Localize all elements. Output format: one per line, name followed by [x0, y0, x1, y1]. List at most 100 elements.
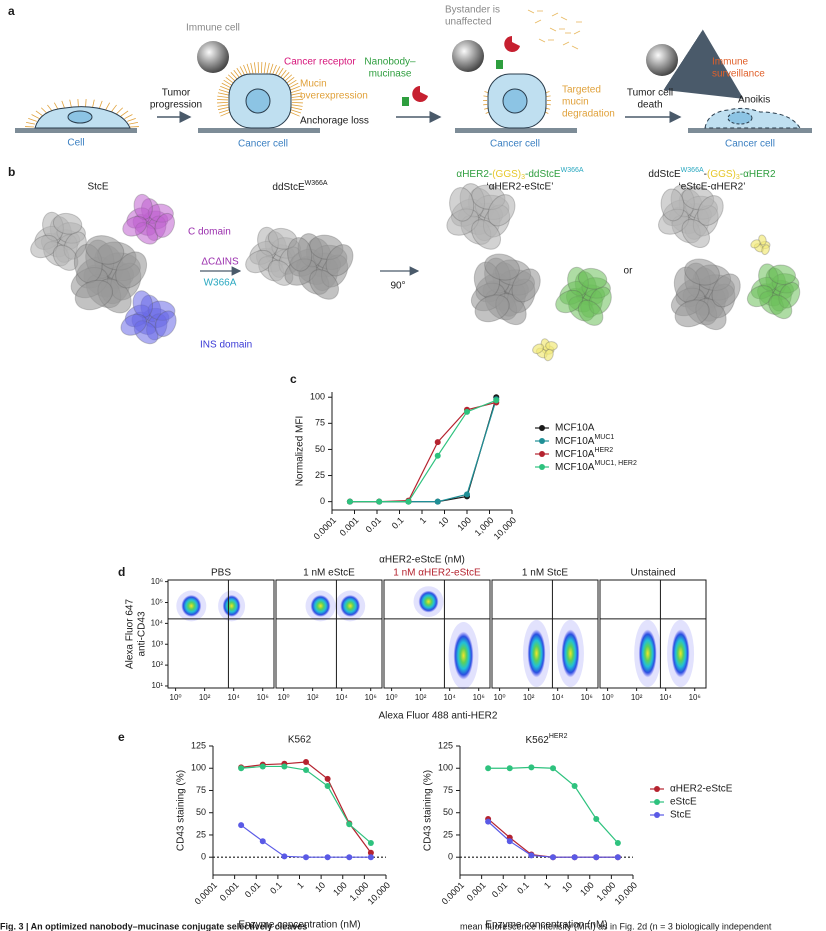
legend-label: MCF10AMUC1 [555, 434, 614, 447]
data-point [303, 767, 310, 774]
y-tick-label: 100 [191, 763, 206, 773]
mucin [253, 62, 257, 74]
structure-blob [681, 218, 710, 248]
data-point [405, 498, 412, 505]
data-point [593, 815, 600, 822]
x-tick-label: 0.1 [268, 880, 284, 896]
x-tick-label: 10⁴ [227, 693, 240, 702]
data-point [367, 849, 374, 856]
data-point [281, 763, 288, 770]
x-tick-label: 0.1 [390, 515, 406, 531]
data-point [259, 763, 266, 770]
structure-blob [487, 194, 516, 227]
mucin-fragment [573, 30, 581, 35]
data-point [346, 821, 353, 828]
y-tick-label: 50 [443, 807, 453, 817]
x-tick-label: 10⁰ [494, 693, 506, 702]
mucin [546, 95, 551, 97]
data-point [281, 853, 288, 860]
data-point [376, 498, 383, 505]
mucin-fragment [534, 19, 542, 24]
mucin [26, 121, 35, 125]
label: mucin [562, 97, 589, 108]
mucin-fragment [562, 41, 570, 46]
label-part: αHER2- [456, 169, 492, 180]
label: Targeted [562, 85, 601, 96]
label-part: ddStcE [272, 182, 305, 193]
y-tick-label: 75 [196, 785, 206, 795]
label: StcE [87, 182, 108, 193]
x-tick-label: 0.0001 [440, 880, 467, 907]
data-point [550, 854, 557, 861]
data-point [367, 839, 374, 846]
data-point [464, 491, 470, 498]
structure-blob [484, 253, 520, 281]
data-point [324, 775, 331, 782]
panel-label: b [8, 165, 15, 179]
x-axis-label: Enzyme concentration (nM) [485, 920, 607, 931]
cell-population [418, 590, 439, 613]
data-point [614, 839, 621, 846]
panel-label: e [118, 730, 125, 744]
cell-population [638, 629, 657, 678]
data-point [434, 498, 441, 505]
series-line [349, 401, 497, 503]
label: Cell [67, 138, 84, 149]
label: unaffected [445, 17, 492, 28]
x-tick-label: 10² [199, 693, 211, 702]
nanobody [496, 60, 503, 69]
data-point [506, 765, 513, 772]
mucin [291, 104, 303, 107]
label: ΔCΔINS [201, 257, 239, 268]
legend-marker [654, 786, 660, 792]
mucin [217, 106, 229, 111]
legend-marker [654, 812, 660, 818]
label: Cancer cell [490, 139, 540, 150]
mucin [220, 111, 231, 117]
mucinase [412, 86, 428, 102]
data-point [571, 783, 578, 790]
immune-cell [452, 40, 484, 72]
mucin [217, 104, 229, 107]
x-tick-label: 10⁰ [386, 693, 398, 702]
mucin [98, 100, 103, 110]
label-part: (GGS) [707, 169, 736, 180]
data-point [367, 854, 374, 861]
x-axis-label: Alexa Fluor 488 anti-HER2 [379, 711, 498, 722]
label: C domain [188, 227, 231, 238]
substrate [455, 128, 577, 133]
mucin [220, 85, 231, 91]
superscript: MUC1, HER2 [594, 460, 637, 467]
structure-blob [532, 343, 545, 355]
data-point [303, 759, 310, 766]
x-tick-label: 0.0001 [312, 515, 339, 542]
structure-blob [309, 269, 340, 300]
cell-population [181, 594, 202, 617]
nucleus [727, 111, 753, 125]
immune-cell [646, 44, 678, 76]
y-tick-label: 25 [443, 829, 453, 839]
mucin [127, 117, 136, 122]
cell-population [340, 594, 361, 617]
structure-blob [697, 195, 724, 226]
y-axis-label: Alexa Fluor 647 [125, 599, 136, 669]
structure-blob [674, 299, 710, 328]
x-tick-label: 0.001 [338, 515, 361, 538]
label-part: K562 [525, 735, 549, 746]
label: or [624, 266, 634, 277]
mucin [484, 107, 489, 110]
structure-blob [711, 273, 741, 308]
cell-population [222, 594, 241, 617]
cell-population [527, 629, 546, 678]
label: Nanobody– [364, 57, 416, 68]
legend-marker [539, 464, 545, 470]
y-tick-label: 100 [310, 392, 325, 402]
y-tick-label: 75 [443, 785, 453, 795]
x-tick-label: 10⁴ [443, 693, 456, 702]
chart-title: K562HER2 [525, 733, 567, 746]
label-part: MCF10A [555, 449, 595, 460]
structure-blob [761, 244, 770, 256]
immune-cell [197, 41, 229, 73]
y-tick-label: 10² [151, 660, 163, 669]
mucin [288, 82, 299, 89]
